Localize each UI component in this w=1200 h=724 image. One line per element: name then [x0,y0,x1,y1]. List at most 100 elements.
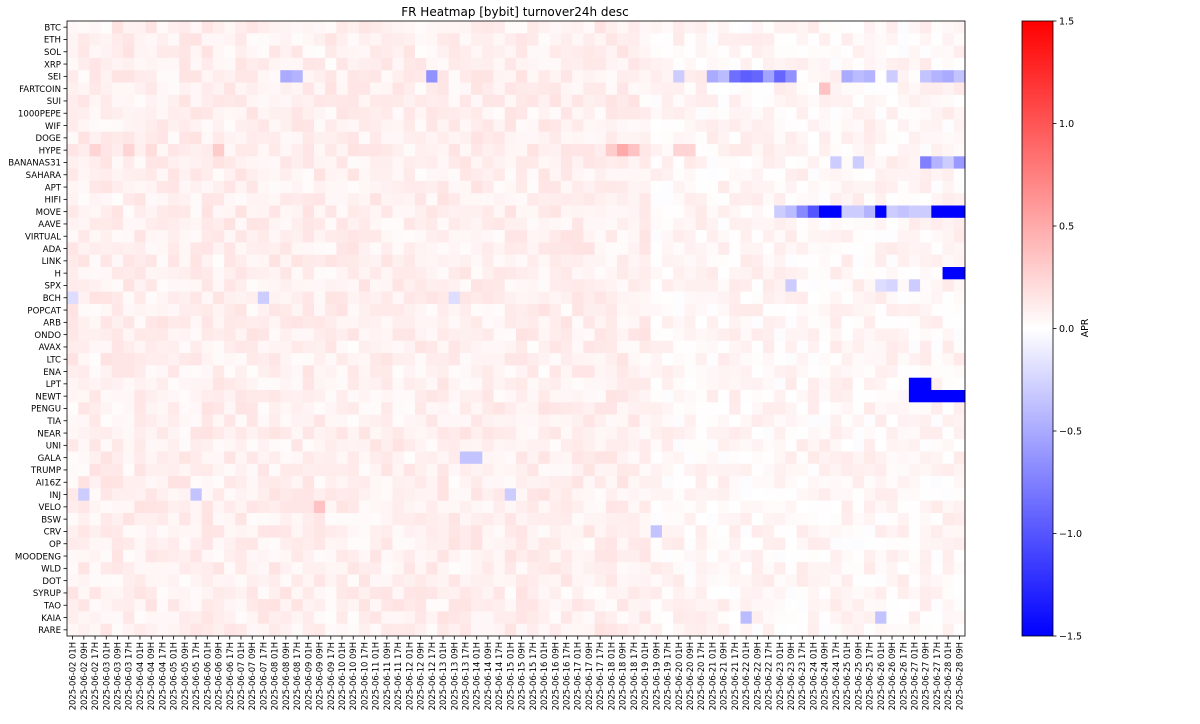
x-tick-label: 2025-06-13 09H [449,642,459,710]
heatmap-cell [414,242,427,256]
heatmap-cell [280,439,292,452]
heatmap-cell [269,303,281,317]
x-tick-label: 2025-06-10 17H [359,642,369,710]
heatmap-cell [134,180,146,194]
heatmap-cell [751,574,764,588]
heatmap-cell [875,21,887,34]
heatmap-cell [841,70,854,83]
heatmap-cell [740,623,753,637]
heatmap-cell [572,205,584,219]
heatmap-cell [908,390,921,403]
heatmap-cell [336,230,349,243]
heatmap-cell [448,537,461,551]
heatmap-cell [437,57,450,71]
heatmap-cell [560,537,573,551]
heatmap-cell [235,33,248,46]
heatmap-cell [134,414,146,428]
heatmap-cell [886,426,899,440]
heatmap-cell [942,365,955,379]
heatmap-cell [908,574,921,588]
heatmap-cell [67,230,79,243]
heatmap-cell [841,586,854,600]
heatmap-cell [302,414,315,428]
heatmap-cell [617,574,629,588]
heatmap-cell [605,156,618,169]
heatmap-cell [740,599,753,612]
heatmap-cell [100,476,113,489]
heatmap-cell [392,353,405,366]
heatmap-cell [471,488,483,502]
heatmap-cell [493,193,506,206]
heatmap-cell [437,180,450,194]
heatmap-cell [594,303,607,317]
heatmap-cell [179,476,191,489]
heatmap-cell [347,70,360,83]
heatmap-cell [190,426,203,440]
heatmap-cell [538,439,551,452]
heatmap-cell [740,131,753,145]
heatmap-cell [269,193,281,206]
heatmap-cell [841,574,854,588]
heatmap-cell [695,414,708,428]
heatmap-cell [448,390,461,403]
heatmap-cell [639,611,652,625]
heatmap-cell [257,107,270,120]
heatmap-cell [246,390,259,403]
heatmap-cell [875,537,887,551]
heatmap-cell [516,586,528,600]
heatmap-cell [920,45,932,59]
heatmap-cell [706,549,719,563]
heatmap-cell [111,94,124,108]
heatmap-cell [706,242,719,256]
heatmap-cell [650,107,663,120]
heatmap-cell [639,279,652,292]
heatmap-cell [67,426,79,440]
heatmap-cell [538,500,551,514]
heatmap-cell [257,488,270,502]
heatmap-cell [661,217,674,231]
heatmap-cell [875,70,887,83]
heatmap-cell [594,586,607,600]
heatmap-cell [246,599,259,612]
heatmap-cell [280,168,292,182]
heatmap-cell [852,611,865,625]
heatmap-cell [762,57,775,71]
heatmap-cell [67,70,79,83]
heatmap-cell [718,107,730,120]
heatmap-cell [931,451,943,465]
heatmap-cell [762,599,775,612]
heatmap-cell [953,205,966,219]
heatmap-cell [785,500,798,514]
heatmap-cell [706,537,719,551]
heatmap-cell [931,205,943,219]
heatmap-cell [863,267,876,280]
heatmap-cell [931,390,943,403]
heatmap-cell [785,291,798,305]
heatmap-cell [269,156,281,169]
heatmap-cell [863,230,876,243]
heatmap-cell [639,451,652,465]
heatmap-cell [504,586,517,600]
heatmap-cell [908,328,921,342]
heatmap-cell [358,107,371,120]
heatmap-cell [751,279,764,292]
chart-title: FR Heatmap [bybit] turnover24h desc [401,5,628,19]
heatmap-cell [841,402,854,415]
heatmap-cell [78,513,90,526]
heatmap-cell [280,144,292,157]
heatmap-cell [863,414,876,428]
heatmap-cell [403,562,416,575]
heatmap-cell [953,193,966,206]
heatmap-cell [100,574,113,588]
heatmap-cell [774,402,786,415]
heatmap-cell [313,525,326,538]
heatmap-cell [78,45,90,59]
heatmap-cell [920,33,932,46]
heatmap-cell [78,267,90,280]
heatmap-cell [291,451,304,465]
heatmap-cell [886,131,899,145]
heatmap-cell [572,131,584,145]
heatmap-cell [920,365,932,379]
heatmap-cell [841,377,854,391]
heatmap-cell [572,439,584,452]
